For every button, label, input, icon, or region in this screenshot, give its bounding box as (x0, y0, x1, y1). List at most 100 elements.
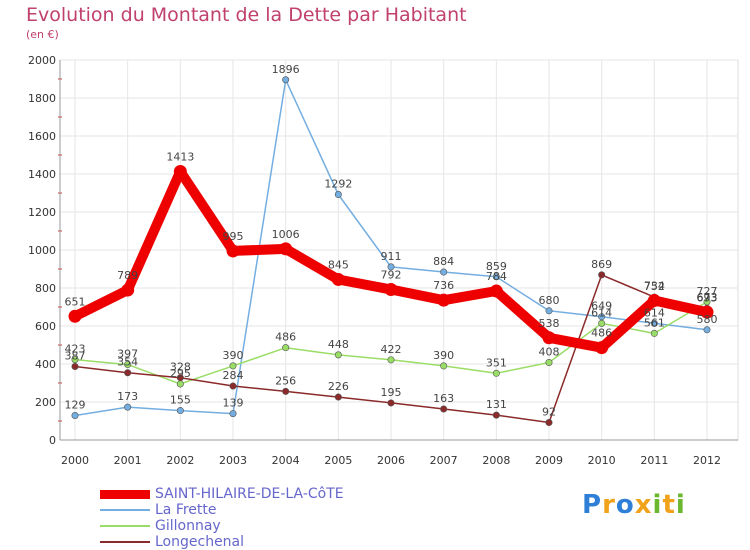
data-label-2-2002: 295 (170, 367, 191, 380)
data-point-0-2002 (173, 165, 187, 179)
data-point-0-2005 (331, 272, 345, 286)
data-point-0-2001 (121, 283, 135, 297)
data-label-0-2009: 538 (539, 317, 560, 330)
data-label-0-2005: 845 (328, 258, 349, 271)
data-label-2-2005: 448 (328, 338, 349, 351)
legend-swatch-saint-hilaire (100, 489, 150, 499)
legend-swatch-la-frette (100, 509, 150, 511)
data-point-1-2005 (334, 191, 342, 199)
data-point-0-2009 (542, 331, 556, 345)
data-label-1-2002: 155 (170, 394, 191, 407)
data-label-2-2006: 422 (381, 343, 402, 356)
y-tick-label-600: 600 (35, 320, 56, 333)
data-label-3-2010: 869 (591, 258, 612, 271)
data-label-3-2011: 752 (644, 280, 665, 293)
data-label-3-2000: 387 (65, 349, 86, 362)
data-label-0-2002: 1413 (166, 151, 194, 164)
y-tick-label-200: 200 (35, 396, 56, 409)
legend-label-longechenal: Longechenal (155, 534, 245, 550)
data-point-0-2004 (279, 242, 293, 256)
data-label-2-2007: 390 (433, 349, 454, 362)
data-label-1-2009: 680 (539, 294, 560, 307)
data-label-1-2012: 580 (697, 313, 718, 326)
data-label-0-2012: 673 (697, 291, 718, 304)
legend-label-gillonnay: Gillonnay (155, 518, 221, 534)
data-label-3-2008: 131 (486, 398, 507, 411)
legend-item-la-frette[interactable]: La Frette (100, 502, 344, 518)
data-point-2-2001 (124, 361, 132, 369)
data-point-1-2002 (176, 407, 184, 415)
data-label-1-2007: 884 (433, 255, 454, 268)
legend-label-saint-hilaire: SAINT-HILAIRE-DE-LA-CôTE (155, 486, 344, 502)
y-tick-label-1200: 1200 (28, 206, 56, 219)
data-point-1-2006 (387, 263, 395, 271)
data-label-1-2001: 173 (117, 390, 138, 403)
data-label-1-2011: 614 (644, 306, 665, 319)
data-point-2-2010 (598, 319, 606, 327)
data-point-3-2004 (282, 387, 290, 395)
y-tick-label-1400: 1400 (28, 168, 56, 181)
data-point-1-2009 (545, 307, 553, 315)
x-tick-label-2003: 2003 (219, 454, 247, 467)
x-tick-label-2002: 2002 (166, 454, 194, 467)
data-label-1-2004: 1896 (272, 63, 300, 76)
data-point-3-2007 (440, 405, 448, 413)
data-label-2-2004: 486 (275, 331, 296, 344)
data-point-1-2011 (650, 319, 658, 327)
data-point-3-2005 (334, 393, 342, 401)
chart-subtitle: (en €) (26, 28, 59, 41)
data-label-1-2008: 859 (486, 260, 507, 273)
data-label-0-2000: 651 (65, 295, 86, 308)
x-tick-label-2000: 2000 (61, 454, 89, 467)
line-chart: 0 200 400 600 800 1000 1200 1400 1600 1800 2000 200… (28, 54, 739, 467)
data-label-3-2009: 92 (542, 406, 556, 419)
data-label-1-2006: 911 (381, 250, 402, 263)
data-label-0-2004: 1006 (272, 228, 300, 241)
x-tick-label-2006: 2006 (377, 454, 405, 467)
y-tick-label-1000: 1000 (28, 244, 56, 257)
data-point-3-2003 (229, 382, 237, 390)
data-point-0-2006 (384, 283, 398, 297)
data-label-3-2002: 328 (170, 361, 191, 374)
x-tick-label-2010: 2010 (588, 454, 616, 467)
proxiti-logo: Proxiti (582, 490, 686, 520)
data-point-1-2012 (703, 326, 711, 334)
data-label-3-2012: 693 (697, 291, 718, 304)
data-point-0-2010 (595, 341, 609, 355)
data-point-1-2004 (282, 76, 290, 84)
data-label-0-2008: 784 (486, 270, 507, 283)
legend-item-gillonnay[interactable]: Gillonnay (100, 518, 344, 534)
data-point-2-2011 (650, 329, 658, 337)
data-point-3-2002 (176, 374, 184, 382)
data-label-2-2000: 423 (65, 343, 86, 356)
data-point-2-2008 (492, 369, 500, 377)
data-label-1-2003: 139 (223, 397, 244, 410)
data-point-2-2006 (387, 356, 395, 364)
data-point-0-2000 (68, 309, 82, 323)
data-point-2-2000 (71, 356, 79, 364)
data-label-0-2006: 792 (381, 269, 402, 282)
legend-swatch-gillonnay (100, 525, 150, 527)
legend-item-saint-hilaire[interactable]: SAINT-HILAIRE-DE-LA-CôTE (100, 486, 344, 502)
data-point-1-2007 (440, 268, 448, 276)
x-tick-label-2009: 2009 (535, 454, 563, 467)
data-point-1-2003 (229, 410, 237, 418)
data-label-2-2010: 614 (591, 306, 612, 319)
data-point-2-2004 (282, 344, 290, 352)
data-point-2-2003 (229, 362, 237, 370)
data-label-1-2000: 129 (65, 398, 86, 411)
data-point-0-2008 (489, 284, 503, 298)
y-tick-label-0: 0 (49, 434, 56, 447)
data-point-3-2000 (71, 362, 79, 370)
legend: SAINT-HILAIRE-DE-LA-CôTE La Frette Gillo… (100, 486, 344, 550)
data-label-0-2007: 736 (433, 279, 454, 292)
data-point-1-2008 (492, 273, 500, 281)
data-label-1-2005: 1292 (324, 178, 352, 191)
legend-item-longechenal[interactable]: Longechenal (100, 534, 344, 550)
y-tick-label-800: 800 (35, 282, 56, 295)
data-point-3-2009 (545, 419, 553, 427)
x-tick-label-2004: 2004 (272, 454, 300, 467)
x-tick-label-2012: 2012 (693, 454, 721, 467)
data-label-2-2001: 397 (117, 348, 138, 361)
